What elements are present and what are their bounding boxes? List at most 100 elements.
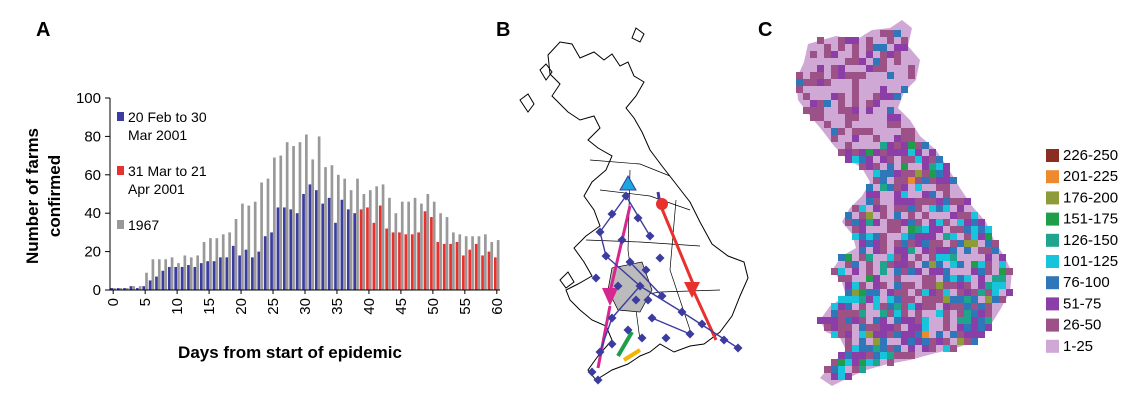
heatmap-cell [838,72,845,79]
heatmap-cell [887,142,894,149]
bar-mar-apr-2001 [398,232,401,290]
farm-diamond-marker [593,375,603,385]
heatmap-cell [880,345,887,352]
heatmap-cell [936,240,943,247]
heatmap-cell [894,30,901,37]
heatmap-cell [929,275,936,282]
heatmap-cell [887,121,894,128]
magenta-arrow-lower [596,305,612,369]
transmission-line [599,231,607,257]
heatmap-cell [964,275,971,282]
heatmap-cell [838,359,845,366]
heatmap-cell [908,212,915,219]
heatmap-cell [852,268,859,275]
heatmap-cell [852,359,859,366]
heatmap-cell [887,296,894,303]
x-tick-label: 5 [137,298,154,306]
farm-diamond-marker [607,339,617,349]
heatmap-cell [880,184,887,191]
bar-feb-mar-2001 [167,266,171,290]
heatmap-cell [887,345,894,352]
red-circle-marker [656,198,668,210]
heatmap-cell [831,310,838,317]
heatmap-cell [887,219,894,226]
heatmap-cell [873,44,880,51]
heatmap-cell [908,268,915,275]
heatmap-cell [873,65,880,72]
heatmap-cell [985,240,992,247]
farm-diamond-marker [719,335,729,345]
heatmap-cell [985,247,992,254]
bar-feb-mar-2001 [212,261,216,290]
heatmap-cell [971,233,978,240]
heatmap-cell [971,240,978,247]
heatmap-cell [964,240,971,247]
heatmap-cell [901,261,908,268]
heatmap-cell [894,324,901,331]
heatmap-cell [845,331,852,338]
legend-label: 31 Mar to 21 [128,163,207,179]
heatmap-cell [887,149,894,156]
map-legend-swatch [1046,339,1059,353]
heatmap-cell [915,149,922,156]
heatmap-cell [887,226,894,233]
bar-1967 [183,255,187,290]
heatmap-cell [943,317,950,324]
heatmap-cell [852,261,859,268]
bar-1967 [330,165,334,290]
heatmap-cell [908,142,915,149]
heatmap-cell [852,100,859,107]
heatmap-cell [957,296,964,303]
heatmap-cell [852,79,859,86]
heatmap-cell [915,303,922,310]
bar-1967 [241,203,244,290]
yellow-arrow [622,348,642,362]
farm-diamond-marker [591,273,601,283]
heatmap-cell [894,114,901,121]
heatmap-cell [978,317,985,324]
bar-mar-apr-2001 [410,234,414,290]
y-tick-label: 80 [84,128,101,145]
heatmap-cell [964,331,971,338]
heatmap-cell [866,254,873,261]
farm-diamond-marker [637,333,647,343]
heatmap-cell [894,254,901,261]
heatmap-cell [992,282,999,289]
heatmap-cell [824,366,831,373]
heatmap-cell [852,93,859,100]
farm-diamond-marker [623,325,633,335]
heatmap-cell [985,254,992,261]
heatmap-cell [929,268,936,275]
heatmap-cell [852,156,859,163]
heatmap-cell [845,107,852,114]
heatmap-cell [957,303,964,310]
heatmap-cell [943,191,950,198]
heatmap-cell [908,65,915,72]
heatmap-cell [873,135,880,142]
heatmap-cell [901,233,908,240]
bar-mar-apr-2001 [366,207,369,290]
heatmap-cell [880,156,887,163]
heatmap-cell [922,191,929,198]
heatmap-cell [936,184,943,191]
bar-1967 [177,263,180,290]
bar-mar-apr-2001 [462,255,465,290]
heatmap-cell [908,128,915,135]
heatmap-cell [943,303,950,310]
heatmap-cell [845,254,852,261]
bar-1967 [381,184,385,290]
x-tick-label: 15 [201,298,218,315]
heatmap-cell [831,366,838,373]
bar-feb-mar-2001 [174,266,178,290]
heatmap-cell [901,128,908,135]
heatmap-cell [880,268,887,275]
heatmap-cell [838,331,845,338]
heatmap-cell [894,198,901,205]
heatmap-cell [957,219,964,226]
heatmap-cell [915,226,922,233]
bar-feb-mar-2001 [193,266,197,290]
heatmap-cell [887,163,894,170]
heatmap-cell [964,289,971,296]
heatmap-cell [957,261,964,268]
heatmap-cell [852,114,859,121]
